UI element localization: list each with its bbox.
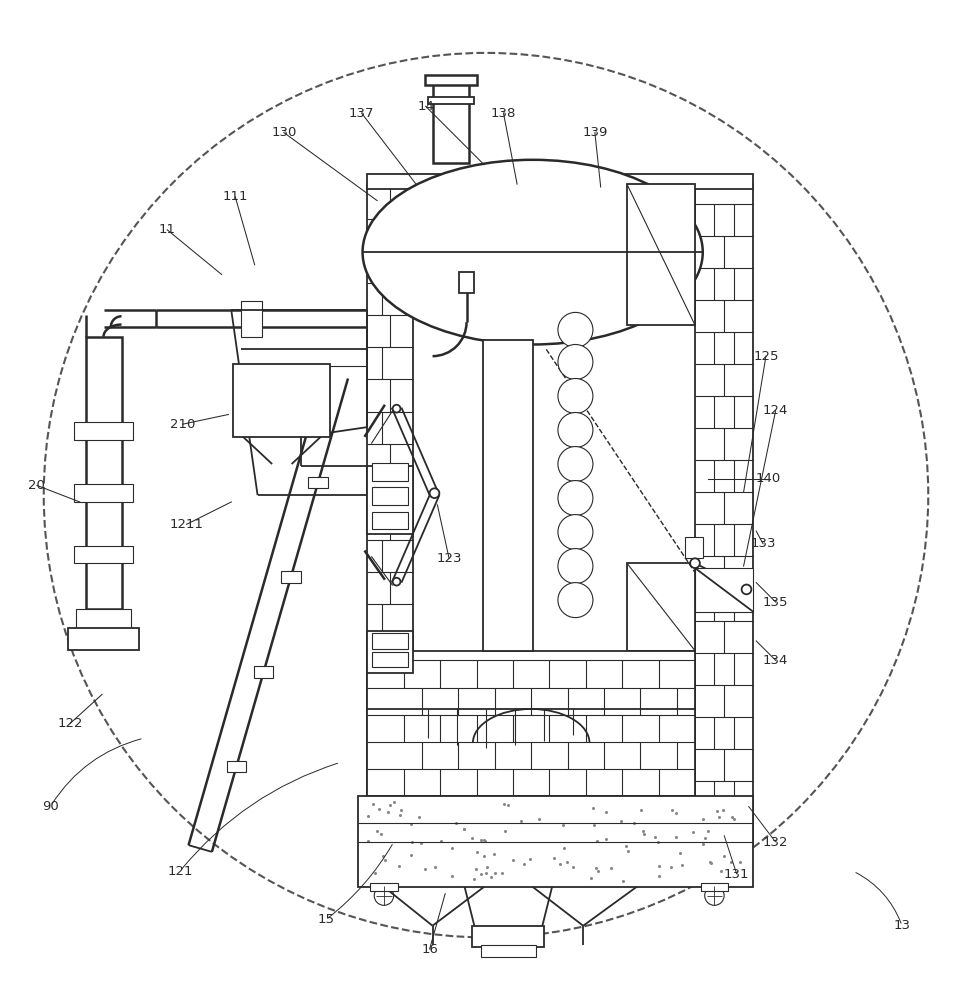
- Text: 130: 130: [271, 126, 296, 139]
- Bar: [695, 568, 753, 612]
- Bar: [685, 537, 703, 558]
- Bar: [372, 487, 408, 505]
- Bar: [233, 364, 330, 437]
- Circle shape: [558, 481, 593, 516]
- Text: 124: 124: [763, 404, 788, 417]
- Circle shape: [393, 578, 400, 586]
- Circle shape: [558, 583, 593, 618]
- Bar: [74, 546, 133, 563]
- Text: 125: 125: [753, 350, 779, 363]
- Bar: [627, 184, 695, 325]
- Bar: [74, 484, 133, 502]
- Text: 16: 16: [421, 943, 438, 956]
- Bar: [627, 563, 695, 651]
- Text: 14: 14: [417, 100, 434, 113]
- Bar: [254, 666, 273, 678]
- Bar: [425, 75, 477, 85]
- Bar: [695, 184, 753, 845]
- Circle shape: [374, 886, 394, 905]
- Bar: [68, 628, 139, 650]
- Text: 137: 137: [349, 107, 374, 120]
- Bar: [370, 883, 398, 891]
- Text: 134: 134: [763, 654, 788, 667]
- Bar: [74, 422, 133, 440]
- Bar: [226, 761, 246, 772]
- Text: 131: 131: [724, 868, 749, 881]
- Bar: [76, 609, 131, 633]
- Text: 135: 135: [763, 596, 788, 609]
- Bar: [241, 301, 262, 337]
- Bar: [367, 631, 413, 673]
- Circle shape: [393, 405, 400, 413]
- Circle shape: [558, 549, 593, 584]
- Text: 15: 15: [317, 913, 334, 926]
- Text: 11: 11: [158, 223, 176, 236]
- Circle shape: [690, 558, 700, 568]
- Bar: [701, 883, 728, 891]
- Text: 133: 133: [750, 537, 776, 550]
- Bar: [481, 945, 536, 957]
- Text: 140: 140: [755, 472, 781, 485]
- Bar: [358, 796, 753, 887]
- Bar: [367, 466, 413, 534]
- Bar: [86, 337, 122, 609]
- Bar: [459, 272, 474, 293]
- Bar: [281, 571, 300, 583]
- Bar: [372, 463, 408, 481]
- Circle shape: [558, 447, 593, 482]
- Bar: [372, 633, 408, 649]
- Text: 1211: 1211: [170, 518, 203, 531]
- Bar: [472, 926, 544, 947]
- Text: 111: 111: [223, 190, 248, 203]
- Bar: [428, 97, 474, 104]
- Bar: [483, 340, 533, 651]
- Bar: [433, 80, 469, 163]
- Bar: [372, 512, 408, 529]
- Bar: [372, 652, 408, 667]
- Text: 13: 13: [893, 919, 911, 932]
- Text: 132: 132: [763, 836, 788, 849]
- Text: 138: 138: [491, 107, 516, 120]
- Text: 121: 121: [167, 865, 192, 878]
- Bar: [367, 651, 695, 796]
- Bar: [367, 184, 413, 796]
- Bar: [308, 477, 328, 488]
- Circle shape: [558, 378, 593, 413]
- Circle shape: [558, 344, 593, 379]
- Ellipse shape: [363, 160, 703, 344]
- Text: 123: 123: [436, 552, 462, 565]
- Text: 139: 139: [582, 126, 608, 139]
- Text: 20: 20: [28, 479, 46, 492]
- Circle shape: [44, 53, 928, 937]
- Circle shape: [558, 515, 593, 550]
- Circle shape: [558, 413, 593, 448]
- Circle shape: [705, 886, 724, 905]
- Circle shape: [742, 585, 751, 594]
- Circle shape: [558, 312, 593, 347]
- Bar: [367, 174, 753, 189]
- Text: 122: 122: [57, 717, 83, 730]
- Circle shape: [430, 488, 439, 498]
- Text: 90: 90: [42, 800, 59, 813]
- Text: 210: 210: [170, 418, 195, 431]
